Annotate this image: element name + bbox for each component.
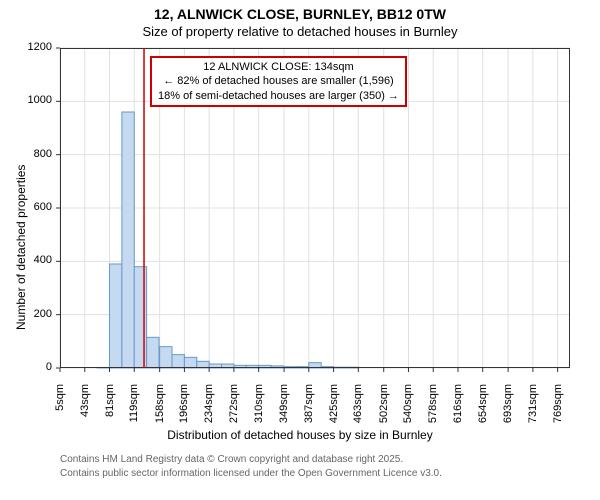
annotation-line-3: 18% of semi-detached houses are larger (… — [158, 89, 399, 103]
y-tick-label: 600 — [0, 201, 52, 213]
chart-title-1: 12, ALNWICK CLOSE, BURNLEY, BB12 0TW — [0, 6, 600, 22]
annotation-line-1: 12 ALNWICK CLOSE: 134sqm — [158, 60, 399, 74]
histogram-bar — [184, 357, 196, 368]
x-axis-label: Distribution of detached houses by size … — [0, 428, 600, 442]
chart-container: 12, ALNWICK CLOSE, BURNLEY, BB12 0TW Siz… — [0, 0, 600, 500]
histogram-bar — [110, 264, 122, 368]
annotation-line-2: ← 82% of detached houses are smaller (1,… — [158, 74, 399, 88]
annotation-box: 12 ALNWICK CLOSE: 134sqm ← 82% of detach… — [150, 56, 407, 107]
histogram-bar — [147, 337, 159, 368]
histogram-bar — [160, 347, 172, 368]
y-tick-label: 200 — [0, 308, 52, 320]
histogram-bar — [122, 112, 134, 368]
footer-line-1: Contains HM Land Registry data © Crown c… — [60, 454, 403, 465]
y-tick-label: 1200 — [0, 41, 52, 53]
y-tick-label: 400 — [0, 254, 52, 266]
chart-title-2: Size of property relative to detached ho… — [0, 24, 600, 39]
y-tick-label: 0 — [0, 361, 52, 373]
y-tick-label: 800 — [0, 148, 52, 160]
histogram-bar — [172, 355, 184, 368]
y-tick-label: 1000 — [0, 94, 52, 106]
y-axis-label: Number of detached properties — [14, 165, 28, 330]
footer-line-2: Contains public sector information licen… — [60, 468, 442, 479]
